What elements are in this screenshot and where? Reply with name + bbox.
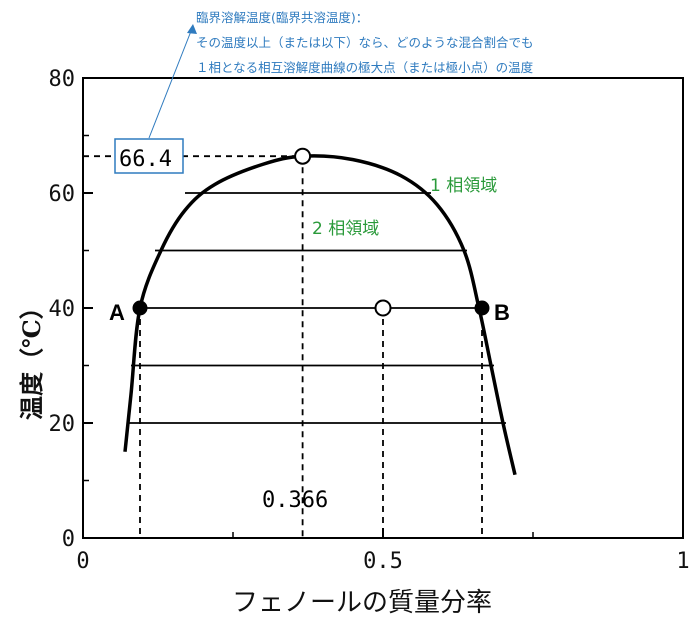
x-axis-label: フェノールの質量分率 xyxy=(232,588,492,618)
open-point xyxy=(374,299,392,317)
phase-point xyxy=(132,300,148,316)
y-tick-label: 20 xyxy=(49,412,76,437)
solubility-curve xyxy=(123,154,517,476)
annotation-line-1: 臨界溶解温度(臨界共溶温度)： xyxy=(196,10,368,25)
data-points xyxy=(132,147,490,317)
annotation-line-2: その温度以上（または以下）なら、どのような混合割合でも xyxy=(196,35,534,50)
critical-temp-label: 66.4 xyxy=(119,147,172,172)
annotation-arrow xyxy=(148,25,194,139)
y-tick-label: 40 xyxy=(49,297,76,322)
y-tick-label: 80 xyxy=(49,67,76,92)
tick-labels: 0 20 40 60 80 0 0.5 1 xyxy=(49,67,690,574)
open-point xyxy=(294,147,312,165)
axis-ticks xyxy=(82,77,684,539)
point-label-b: B xyxy=(494,300,510,325)
annotation-arrowhead xyxy=(187,24,197,34)
tie-lines xyxy=(128,192,506,424)
x-tick-label: 0.5 xyxy=(363,549,403,574)
y-tick-label: 0 xyxy=(62,527,75,552)
annotation-line-3: １相となる相互溶解度曲線の極大点（または極小点）の温度 xyxy=(196,60,534,75)
phase-point xyxy=(474,300,490,316)
point-label-a: A xyxy=(109,300,125,325)
critical-temp-box xyxy=(114,138,184,174)
x-tick-label: 1 xyxy=(676,549,689,574)
y-tick-label: 60 xyxy=(49,182,76,207)
two-phase-label: 2 相領域 xyxy=(312,219,379,239)
one-phase-label: 1 相領域 xyxy=(430,176,497,196)
guide-lines xyxy=(83,155,483,538)
critical-fraction-label: 0.366 xyxy=(262,488,328,513)
x-tick-label: 0 xyxy=(76,549,89,574)
y-axis-label: 温度（℃） xyxy=(17,295,46,420)
